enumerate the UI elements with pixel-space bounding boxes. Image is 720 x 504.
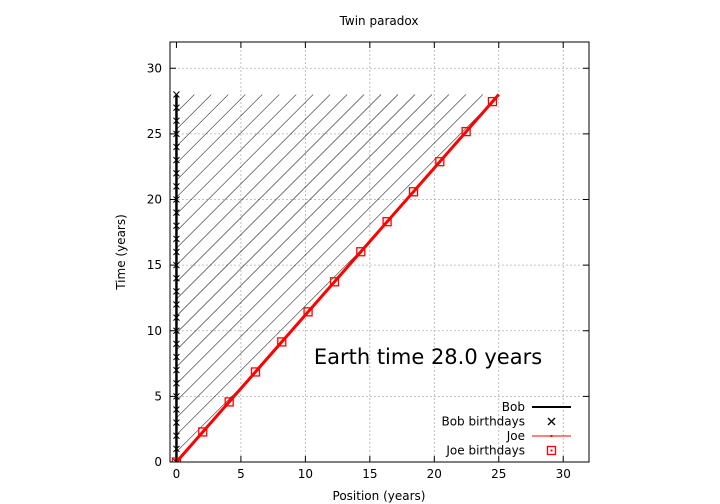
joe-birthday-point [198, 427, 208, 437]
legend-swatch-dot [550, 435, 553, 437]
joe-birthday-point [303, 307, 313, 317]
axis-ticks: 0 5 10 15 20 25 30 0 5 10 15 20 25 30 [147, 42, 589, 481]
bob-birthday-point [173, 104, 180, 111]
legend-label: Bob [502, 400, 525, 414]
legend-swatch-square-dot [550, 449, 553, 452]
legend-label: Joe birthdays [445, 444, 525, 458]
joe-birthday-point-dot [333, 280, 336, 283]
chart-title: Twin paradox [339, 14, 419, 28]
joe-birthday-point-dot [254, 370, 257, 373]
earth-time-annotation: Earth time 28.0 years [314, 345, 542, 369]
joe-birthday-point [329, 277, 340, 287]
bob-birthday-point [173, 130, 180, 138]
joe-birthday-point-dot [412, 190, 415, 193]
x-tick-label: 10 [298, 467, 313, 481]
bob-birthday-point [173, 209, 180, 216]
bob-birthday-point [173, 261, 180, 269]
bob-birthday-point [173, 143, 180, 151]
y-tick-label: 15 [147, 258, 162, 272]
bob-birthday-point [173, 222, 180, 230]
y-tick-label: 25 [147, 127, 162, 141]
bob-birthday-point [173, 445, 180, 453]
bob-birthday-point [173, 248, 180, 256]
bob-birthday-point [173, 327, 180, 335]
legend-label: Joe [506, 429, 525, 443]
series-layer [171, 91, 500, 462]
joe-birthday-point-dot [201, 430, 204, 433]
bob-birthday-point [173, 117, 180, 125]
legend-swatch-square [546, 445, 557, 456]
bob-birthday-point [173, 353, 180, 361]
bob-birthday-point [173, 366, 180, 374]
x-tick-label: 0 [173, 467, 181, 481]
joe-birthday-point [408, 187, 419, 197]
x-tick-label: 20 [427, 467, 442, 481]
joe-birthday-point-dot [307, 310, 310, 313]
joe-birthday-point-dot [491, 100, 494, 103]
y-tick-label: 30 [147, 61, 162, 75]
bob-birthday-point [173, 393, 180, 400]
bob-birthday-point [173, 183, 180, 190]
bob-birthday-point [173, 235, 180, 243]
bob-birthday-point [173, 196, 180, 203]
x-tick-label: 30 [556, 467, 571, 481]
joe-birthday-point-dot [438, 160, 441, 163]
joe-birthday-point [250, 367, 261, 377]
joe-birthday-point [461, 126, 471, 137]
joe-birthday-point [382, 217, 392, 227]
bob-birthday-point [173, 91, 180, 98]
x-tick-label: 15 [362, 467, 377, 481]
y-tick-label: 0 [154, 455, 162, 469]
y-axis-label: Time (years) [114, 214, 128, 291]
joe-birthday-point-dot [465, 130, 468, 133]
bob-birthday-point [173, 432, 180, 440]
legend-label: Bob birthdays [441, 415, 525, 429]
legend-swatch-cross [547, 417, 556, 426]
y-tick-label: 20 [147, 193, 162, 207]
bob-birthday-point [173, 406, 180, 413]
bob-birthday-point [173, 274, 180, 282]
joe-birthday-point [487, 96, 498, 107]
joe-birthday-point [277, 337, 287, 347]
joe-birthday-point-dot [386, 220, 389, 223]
bob-birthday-point [173, 379, 180, 387]
joe-birthday-point [224, 397, 234, 407]
bob-birthday-point [173, 340, 180, 348]
y-tick-label: 5 [154, 389, 162, 403]
bob-birthday-point [173, 169, 180, 177]
joe-birthday-point-dot [280, 340, 283, 343]
bob-birthday-point [173, 156, 180, 164]
x-tick-label: 25 [491, 467, 506, 481]
joe-birthday-point [356, 247, 366, 257]
x-axis-label: Position (years) [333, 489, 426, 503]
bob-birthday-point [173, 419, 180, 426]
bob-birthday-point [173, 288, 180, 295]
bob-birthday-point [173, 301, 180, 308]
joe-birthday-point-dot [228, 400, 231, 403]
legend-swatch-dot [550, 406, 553, 408]
bob-birthday-point [173, 314, 180, 321]
joe-birthday-point [435, 157, 445, 167]
x-tick-label: 5 [237, 467, 245, 481]
y-tick-label: 10 [147, 324, 162, 338]
plot-frame [169, 41, 590, 463]
joe-birthday-point-dot [359, 250, 362, 253]
